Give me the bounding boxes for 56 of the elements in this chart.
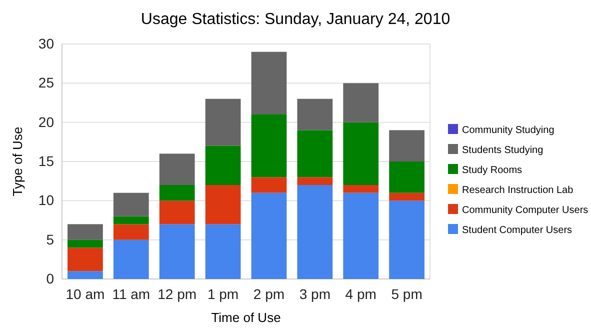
chart-title: Usage Statistics: Sunday, January 24, 2010: [140, 11, 450, 28]
bar: [68, 224, 103, 240]
legend-label: Student Computer Users: [462, 225, 572, 236]
y-tick-label: 20: [38, 114, 54, 130]
legend-label: Study Rooms: [462, 165, 522, 176]
bar: [205, 185, 241, 224]
bar: [389, 200, 424, 279]
bar: [68, 240, 103, 248]
legend-label: Community Studying: [462, 125, 554, 136]
y-tick-label: 15: [38, 152, 54, 169]
x-tick-label: 10 am: [66, 286, 105, 302]
bar: [389, 130, 424, 162]
bar: [251, 177, 287, 193]
bar: [159, 185, 195, 201]
bar: [297, 130, 333, 178]
x-tick-label: 5 pm: [391, 286, 422, 302]
y-tick-label: 0: [46, 270, 54, 286]
y-tick-label: 30: [38, 35, 54, 52]
y-axis-title: Type of Use: [10, 126, 25, 196]
bar: [251, 52, 287, 114]
y-tick-label: 25: [38, 74, 54, 91]
bar: [113, 240, 149, 279]
bar: [343, 185, 379, 193]
bar: [297, 185, 333, 279]
bar: [343, 83, 379, 122]
bar: [159, 154, 195, 185]
bar: [159, 224, 195, 279]
legend-label: Research Instruction Lab: [462, 185, 574, 196]
x-axis-title: Time of Use: [211, 310, 281, 325]
bar: [205, 224, 241, 279]
bar: [68, 271, 103, 279]
bar: [113, 216, 149, 224]
x-tick-label: 1 pm: [207, 286, 239, 302]
x-tick-label: 12 pm: [158, 286, 197, 302]
y-tick-label: 5: [46, 231, 54, 248]
bar: [297, 177, 333, 185]
bar: [205, 98, 241, 146]
bar: [159, 200, 195, 224]
bar: [297, 98, 333, 130]
bar: [251, 192, 287, 279]
bar: [389, 192, 424, 201]
bar: [251, 114, 287, 178]
x-tick-label: 11 am: [112, 286, 150, 302]
y-tick-label: 10: [38, 192, 54, 208]
legend-label: Community Computer Users: [462, 205, 588, 216]
bar: [343, 192, 379, 279]
bar: [68, 248, 103, 272]
bar: [113, 192, 149, 216]
bar: [343, 122, 379, 185]
x-tick-label: 2 pm: [253, 286, 285, 302]
x-tick-label: 4 pm: [345, 286, 376, 302]
legend-label: Students Studying: [462, 145, 544, 156]
x-tick-label: 3 pm: [299, 286, 330, 302]
bar: [113, 224, 149, 240]
bar: [389, 162, 424, 193]
bar: [205, 146, 241, 185]
